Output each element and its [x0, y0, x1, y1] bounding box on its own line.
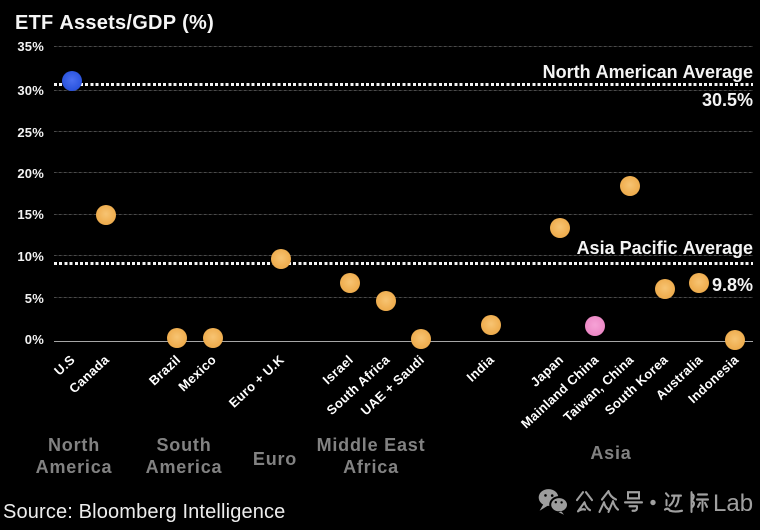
svg-text:Lab: Lab [713, 490, 753, 517]
